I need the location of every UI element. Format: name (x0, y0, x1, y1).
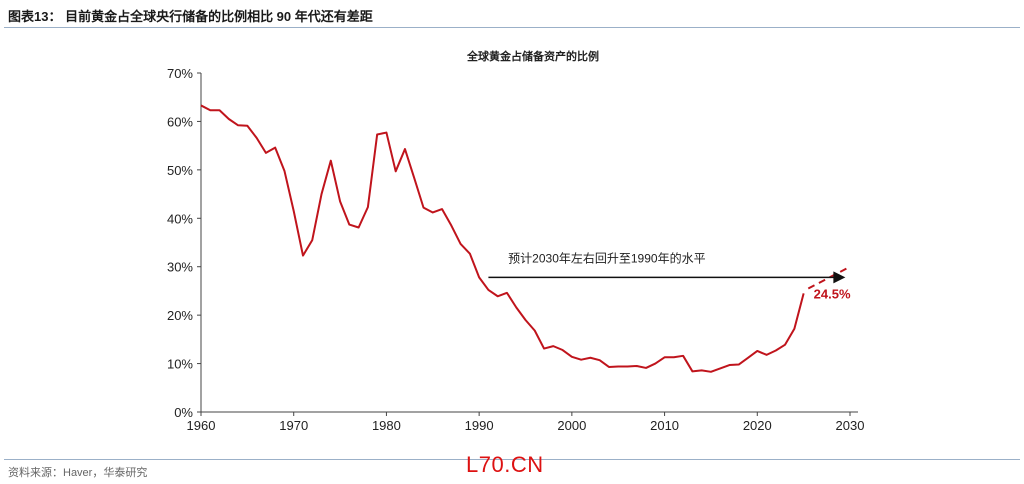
x-tick-label: 1990 (465, 418, 494, 433)
figure-title: 图表13： 目前黄金占全球央行储备的比例相比 90 年代还有差距 (8, 9, 373, 24)
y-tick-label: 60% (167, 114, 193, 129)
x-tick-label: 1970 (279, 418, 308, 433)
x-tick-label: 1980 (372, 418, 401, 433)
projection-line (807, 265, 851, 290)
watermark: L70.CN (466, 452, 544, 477)
y-tick-label: 0% (174, 405, 193, 420)
chart-title: 全球黄金占储备资产的比例 (466, 49, 599, 63)
arrow-head (833, 271, 846, 284)
bottom-rule (4, 459, 1020, 460)
x-tick-label: 2010 (650, 418, 679, 433)
value-label: 24.5% (814, 286, 851, 301)
top-rule (4, 27, 1020, 28)
x-tick-label: 2030 (836, 418, 865, 433)
y-tick-label: 10% (167, 357, 193, 372)
series-line (200, 104, 805, 373)
x-tick-label: 2000 (557, 418, 586, 433)
source-note: 资料来源：Haver，华泰研究 (8, 467, 148, 479)
y-tick-label: 70% (167, 66, 193, 81)
y-tick-label: 30% (167, 260, 193, 275)
arrow-annotation: 预计2030年左右回升至1990年的水平 (508, 250, 705, 265)
y-tick-label: 20% (167, 308, 193, 323)
y-tick-label: 40% (167, 211, 193, 226)
y-tick-label: 50% (167, 163, 193, 178)
x-tick-label: 1960 (187, 418, 216, 433)
x-tick-label: 2020 (743, 418, 772, 433)
